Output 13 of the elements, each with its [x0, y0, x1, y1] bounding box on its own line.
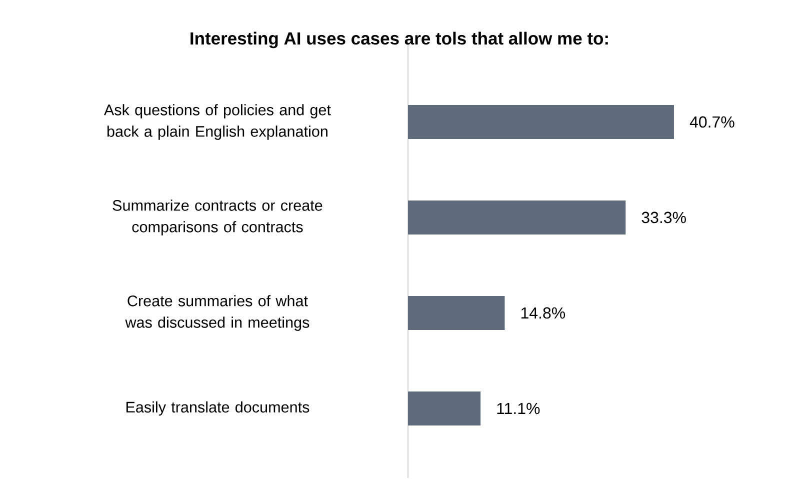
data-label: 33.3%: [642, 212, 686, 224]
y-tick-label: Easily translate documents: [126, 402, 310, 416]
chart-title: Interesting AI uses cases are tols that allow me to:: [190, 32, 608, 48]
data-label: 40.7%: [690, 116, 734, 128]
y-tick-label: Summarize contracts or create comparisons of contracts: [112, 200, 322, 236]
data-label: 11.1%: [497, 403, 540, 414]
data-label: 14.8%: [521, 308, 566, 319]
bar: [408, 296, 505, 330]
bar: [408, 200, 626, 235]
bar: [408, 392, 481, 426]
y-tick-label: Create summaries of what was discussed in meetings: [125, 295, 310, 332]
bar: [408, 105, 674, 140]
y-tick-label: Ask questions of policies and get back a plain English explanation: [104, 104, 331, 140]
